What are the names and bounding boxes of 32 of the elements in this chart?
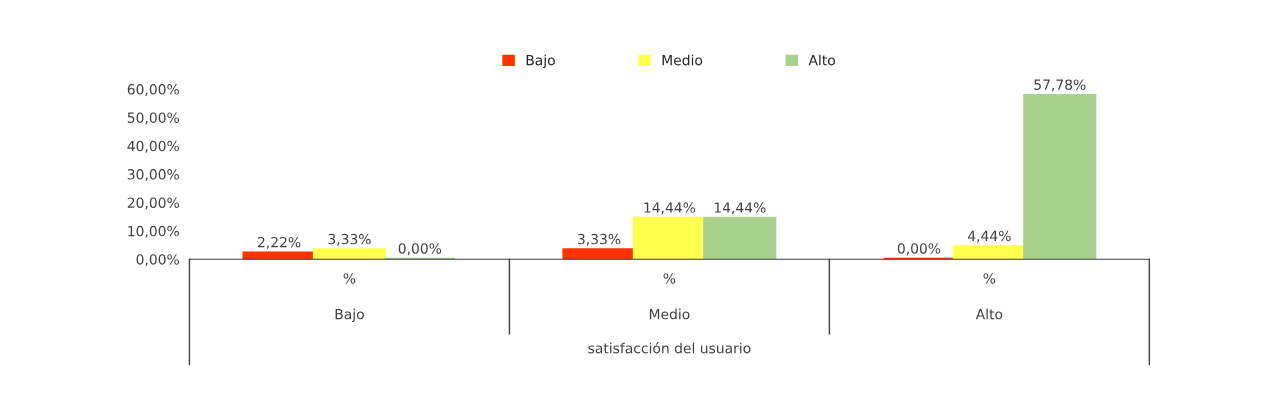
x-tick-label: Medio	[649, 308, 690, 320]
bar	[703, 216, 777, 260]
y-tick-label: 40,00%	[127, 140, 179, 153]
y-tick-label: 50,00%	[127, 112, 179, 125]
y-tick-label: 30,00%	[127, 169, 179, 182]
text: %	[663, 273, 676, 284]
data-label: 4,44%	[967, 230, 1011, 243]
x-tick-label: Bajo	[335, 308, 364, 323]
data-label: 2,22%	[258, 236, 301, 249]
y-tick-label: 0,00%	[136, 254, 179, 267]
data-label: 0,00%	[897, 243, 941, 256]
data-label: 14,44%	[714, 202, 766, 215]
bar	[1023, 94, 1097, 260]
legend-label: Alto	[808, 54, 835, 66]
data-label: 0,00%	[398, 243, 442, 256]
data-label: 3,33%	[578, 233, 621, 246]
legend-label: Medio	[662, 54, 703, 66]
x-tick-label: Alto	[975, 308, 1003, 320]
bar	[632, 216, 706, 260]
x-axis-title: satisfacción del usuario	[588, 342, 751, 354]
data-label: 3,33%	[328, 233, 371, 246]
data-label: 14,44%	[644, 202, 696, 215]
y-tick-label: 10,00%	[128, 225, 179, 238]
text: %	[343, 273, 356, 284]
y-tick-label: 60,00%	[127, 84, 179, 96]
bar	[562, 248, 636, 260]
bar	[952, 245, 1026, 260]
bar	[312, 248, 387, 260]
data-label: 57,78%	[1034, 79, 1086, 92]
y-tick-label: 20,00%	[127, 197, 179, 210]
legend-label: Bajo	[526, 54, 555, 69]
text: %	[983, 273, 996, 284]
